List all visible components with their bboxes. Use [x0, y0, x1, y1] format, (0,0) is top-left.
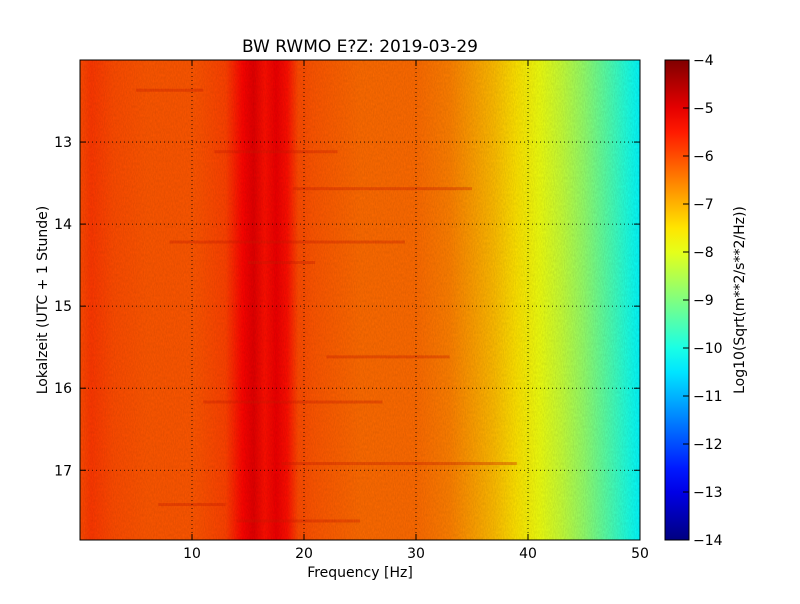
colorbar: −4 −5 −6 −7 −8 −9 −10 −11 −12 −13 −14 Log10(Sqrt(m…	[664, 53, 748, 549]
colorbar-tick-label: −13	[693, 485, 723, 501]
colorbar-ticks: −4 −5 −6 −7 −8 −9 −10 −11 −12 −13 −14	[683, 53, 723, 549]
colorbar-tick-label: −10	[693, 341, 723, 357]
x-axis-label: Frequency [Hz]	[307, 565, 413, 581]
chart-title: BW RWMO E?Z: 2019-03-29	[242, 37, 478, 57]
colorbar-tick-label: −14	[693, 533, 723, 549]
x-tick-label: 10	[183, 546, 201, 562]
x-tick-label: 50	[631, 546, 649, 562]
y-ticks: 13 14 15 16 17	[54, 135, 640, 479]
colorbar-tick-label: −4	[693, 53, 714, 69]
grid-lines	[80, 60, 640, 540]
plot-frame	[79, 59, 641, 541]
y-tick-label: 16	[54, 381, 72, 397]
colorbar-label: Log10(Sqrt(m**2/s**2/Hz))	[732, 206, 748, 394]
colorbar-tick-label: −11	[693, 389, 723, 405]
y-tick-label: 13	[54, 135, 72, 151]
x-ticks: 10 20 30 40 50	[183, 60, 649, 562]
x-tick-label: 40	[519, 546, 537, 562]
colorbar-tick-label: −9	[693, 293, 714, 309]
y-tick-label: 15	[54, 299, 72, 315]
x-tick-label: 30	[407, 546, 425, 562]
colorbar-tick-label: −12	[693, 437, 723, 453]
y-tick-label: 17	[54, 463, 72, 479]
colorbar-tick-label: −7	[693, 197, 714, 213]
colorbar-tick-label: −8	[693, 245, 714, 261]
colorbar-tick-label: −6	[693, 149, 714, 165]
colorbar-tick-label: −5	[693, 101, 714, 117]
y-axis-label: Lokalzeit (UTC + 1 Stunde)	[35, 206, 51, 395]
x-tick-label: 20	[295, 546, 313, 562]
y-tick-label: 14	[54, 217, 72, 233]
spectrogram-noise	[80, 60, 640, 540]
plot-area: 10 20 30 40 50 13 14 15 16 17	[54, 59, 649, 562]
